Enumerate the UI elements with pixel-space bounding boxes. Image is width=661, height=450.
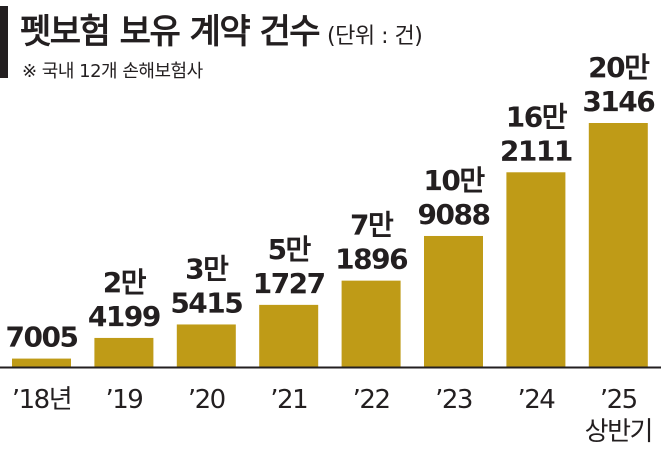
title-block: 펫보험 보유 계약 건수 (단위 : 건) [20, 4, 423, 53]
data-label-3-line1: 5만 [268, 233, 312, 266]
bar-6 [506, 172, 566, 367]
data-label-4-line1: 7만 [350, 209, 394, 242]
x-tick-label-0: ’18년 [12, 385, 71, 415]
bar-7 [588, 123, 648, 367]
chart-title: 펫보험 보유 계약 건수 [20, 12, 321, 52]
data-label-0-line1: 7005 [6, 321, 78, 354]
bar-0 [12, 358, 71, 367]
x-tick-sublabel-7: 상반기 [585, 417, 652, 447]
data-label-5-line2: 9088 [418, 198, 490, 231]
title-accent-bar [0, 6, 8, 78]
data-label-1-line2: 4199 [88, 300, 160, 333]
data-label-6-line1: 16만 [506, 100, 568, 133]
x-tick-label-5: ’23 [435, 385, 472, 415]
data-label-6-line2: 2111 [500, 134, 572, 167]
data-label-2-line2: 5415 [170, 286, 242, 319]
bar-1 [94, 337, 154, 367]
x-tick-label-6: ’24 [517, 385, 555, 415]
data-label-7-line1: 20만 [588, 51, 650, 84]
x-tick-label-4: ’22 [353, 385, 390, 415]
chart-note: ※ 국내 12개 손해보험사 [22, 61, 203, 82]
data-label-7-line2: 3146 [582, 85, 654, 118]
chart-unit-label: (단위 : 건) [327, 24, 423, 49]
bar-5 [424, 235, 483, 367]
x-tick-label-2: ’20 [188, 385, 225, 415]
x-tick-label-3: ’21 [270, 385, 307, 415]
data-label-1-line1: 2만 [103, 266, 147, 299]
bar-3 [259, 304, 319, 367]
data-label-5-line1: 10만 [423, 164, 485, 197]
bar-4 [341, 280, 401, 367]
x-tick-label-7: ’25 [600, 385, 637, 415]
data-label-2-line1: 3만 [185, 252, 229, 285]
data-label-3-line2: 1727 [253, 267, 325, 300]
data-label-4-line2: 1896 [335, 243, 407, 276]
x-tick-label-1: ’19 [105, 385, 142, 415]
bar-2 [176, 324, 236, 367]
